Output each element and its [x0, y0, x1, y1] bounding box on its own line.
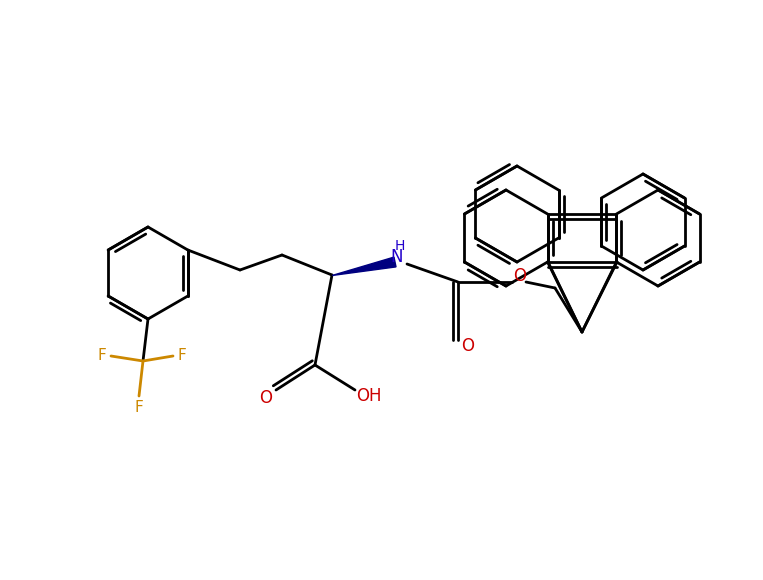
- Text: O: O: [462, 337, 475, 355]
- Text: O: O: [513, 267, 526, 285]
- Polygon shape: [332, 257, 396, 276]
- Text: N: N: [391, 248, 404, 266]
- Text: F: F: [134, 400, 143, 415]
- Text: H: H: [394, 239, 405, 253]
- Text: F: F: [178, 347, 186, 362]
- Text: O: O: [259, 389, 272, 407]
- Text: F: F: [98, 347, 106, 362]
- Text: OH: OH: [356, 387, 382, 405]
